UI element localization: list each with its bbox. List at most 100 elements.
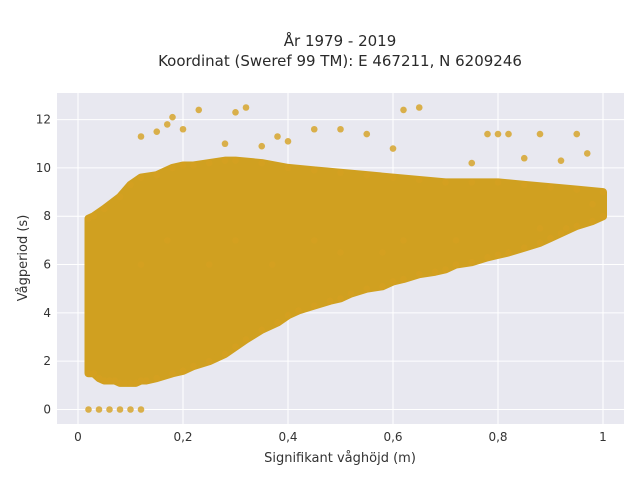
scatter-point (106, 377, 113, 384)
scatter-point (557, 229, 565, 237)
scatter-point (505, 249, 512, 256)
scatter-point (379, 249, 386, 256)
scatter-point (310, 302, 318, 309)
scatter-point (258, 159, 266, 167)
scatter-point (232, 157, 239, 164)
scatter-point (179, 162, 187, 169)
scatter-point (137, 377, 145, 384)
scatter-point (363, 171, 371, 179)
scatter-point (100, 377, 108, 384)
y-tick-label: 10 (36, 161, 51, 175)
scatter-point (127, 379, 134, 387)
scatter-point (116, 193, 124, 201)
scatter-point (195, 106, 203, 114)
scatter-point (232, 343, 239, 350)
scatter-point (494, 179, 502, 186)
scatter-point (116, 379, 124, 387)
scatter-point (536, 130, 544, 138)
y-tick-labels: 0 2 4 6 8 10 12 (36, 113, 51, 417)
scatter-point (415, 104, 423, 111)
scatter-point (85, 406, 92, 413)
scatter-point (169, 164, 176, 172)
scatter-point (468, 179, 476, 186)
scatter-point (163, 121, 171, 128)
scatter-point (389, 145, 397, 152)
scatter-point (415, 176, 423, 184)
scatter-point (337, 169, 344, 177)
scatter-point (142, 377, 150, 384)
scatter-point (190, 162, 197, 169)
scatter-point (274, 133, 281, 140)
scatter-point (153, 171, 161, 179)
scatter-point (520, 154, 528, 162)
scatter-point (137, 261, 145, 268)
scatter-point (284, 138, 292, 145)
y-tick-label: 2 (43, 354, 51, 368)
scatter-point (573, 186, 581, 193)
scatter-point (106, 406, 113, 413)
scatter-point (232, 109, 239, 116)
scatter-point (468, 159, 476, 167)
scatter-point (573, 130, 581, 138)
y-tick-label: 4 (43, 306, 51, 320)
scatter-point (589, 200, 596, 208)
x-tick-label: 0,2 (173, 430, 192, 444)
scatter-point (310, 125, 318, 133)
scatter-point (90, 369, 98, 377)
scatter-point (363, 130, 371, 138)
scatter-point (326, 297, 334, 305)
scatter-point (274, 319, 281, 326)
scatter-point (137, 133, 145, 140)
x-tick-label: 1 (599, 430, 607, 444)
scatter-point (179, 367, 187, 375)
scatter-point (389, 174, 397, 181)
scatter-point (95, 406, 103, 413)
scatter-point (494, 251, 502, 259)
scatter-point (400, 237, 407, 244)
scatter-point (484, 130, 491, 138)
scatter-point (400, 106, 407, 114)
scatter-point (121, 379, 129, 387)
scatter-point (258, 326, 266, 334)
scatter-point (284, 311, 292, 319)
scatter-point (389, 278, 397, 285)
y-tick-label: 8 (43, 209, 51, 223)
scatter-point (153, 128, 161, 135)
scatter-point (557, 157, 565, 164)
scatter-point (111, 377, 119, 384)
scatter-point (268, 261, 276, 268)
scatter-point (442, 266, 449, 273)
scatter-point (400, 275, 407, 283)
scatter-point (337, 125, 344, 133)
scatter-point (85, 215, 92, 222)
scatter-point (221, 157, 229, 164)
scatter-point (599, 188, 607, 196)
scatter-point (452, 237, 460, 244)
scatter-point (100, 205, 108, 213)
scatter-point (583, 150, 591, 157)
scatter-point (179, 125, 187, 133)
scatter-point (363, 285, 371, 293)
scatter-point (452, 261, 460, 268)
x-tick-label: 0 (74, 430, 82, 444)
scatter-point (221, 350, 229, 358)
scatter-point (132, 379, 140, 387)
scatter-point (599, 212, 607, 220)
scatter-point (520, 244, 528, 251)
scatter-point (415, 270, 423, 278)
scatter-point (205, 261, 213, 268)
scatter-point (520, 181, 528, 189)
scatter-point (242, 336, 250, 343)
y-axis-label: Vågperiod (s) (16, 215, 31, 302)
x-axis-label: Signifikant våghöjd (m) (264, 451, 416, 466)
scatter-point (95, 374, 103, 382)
scatter-point (242, 104, 250, 111)
scatter-point (137, 174, 145, 181)
scatter-point (232, 237, 239, 244)
scatter-point (127, 181, 134, 189)
scatter-point (137, 406, 145, 413)
scatter-point (127, 406, 134, 413)
scatter-point (90, 212, 98, 220)
y-tick-label: 6 (43, 258, 51, 272)
scatter-point (573, 222, 581, 230)
